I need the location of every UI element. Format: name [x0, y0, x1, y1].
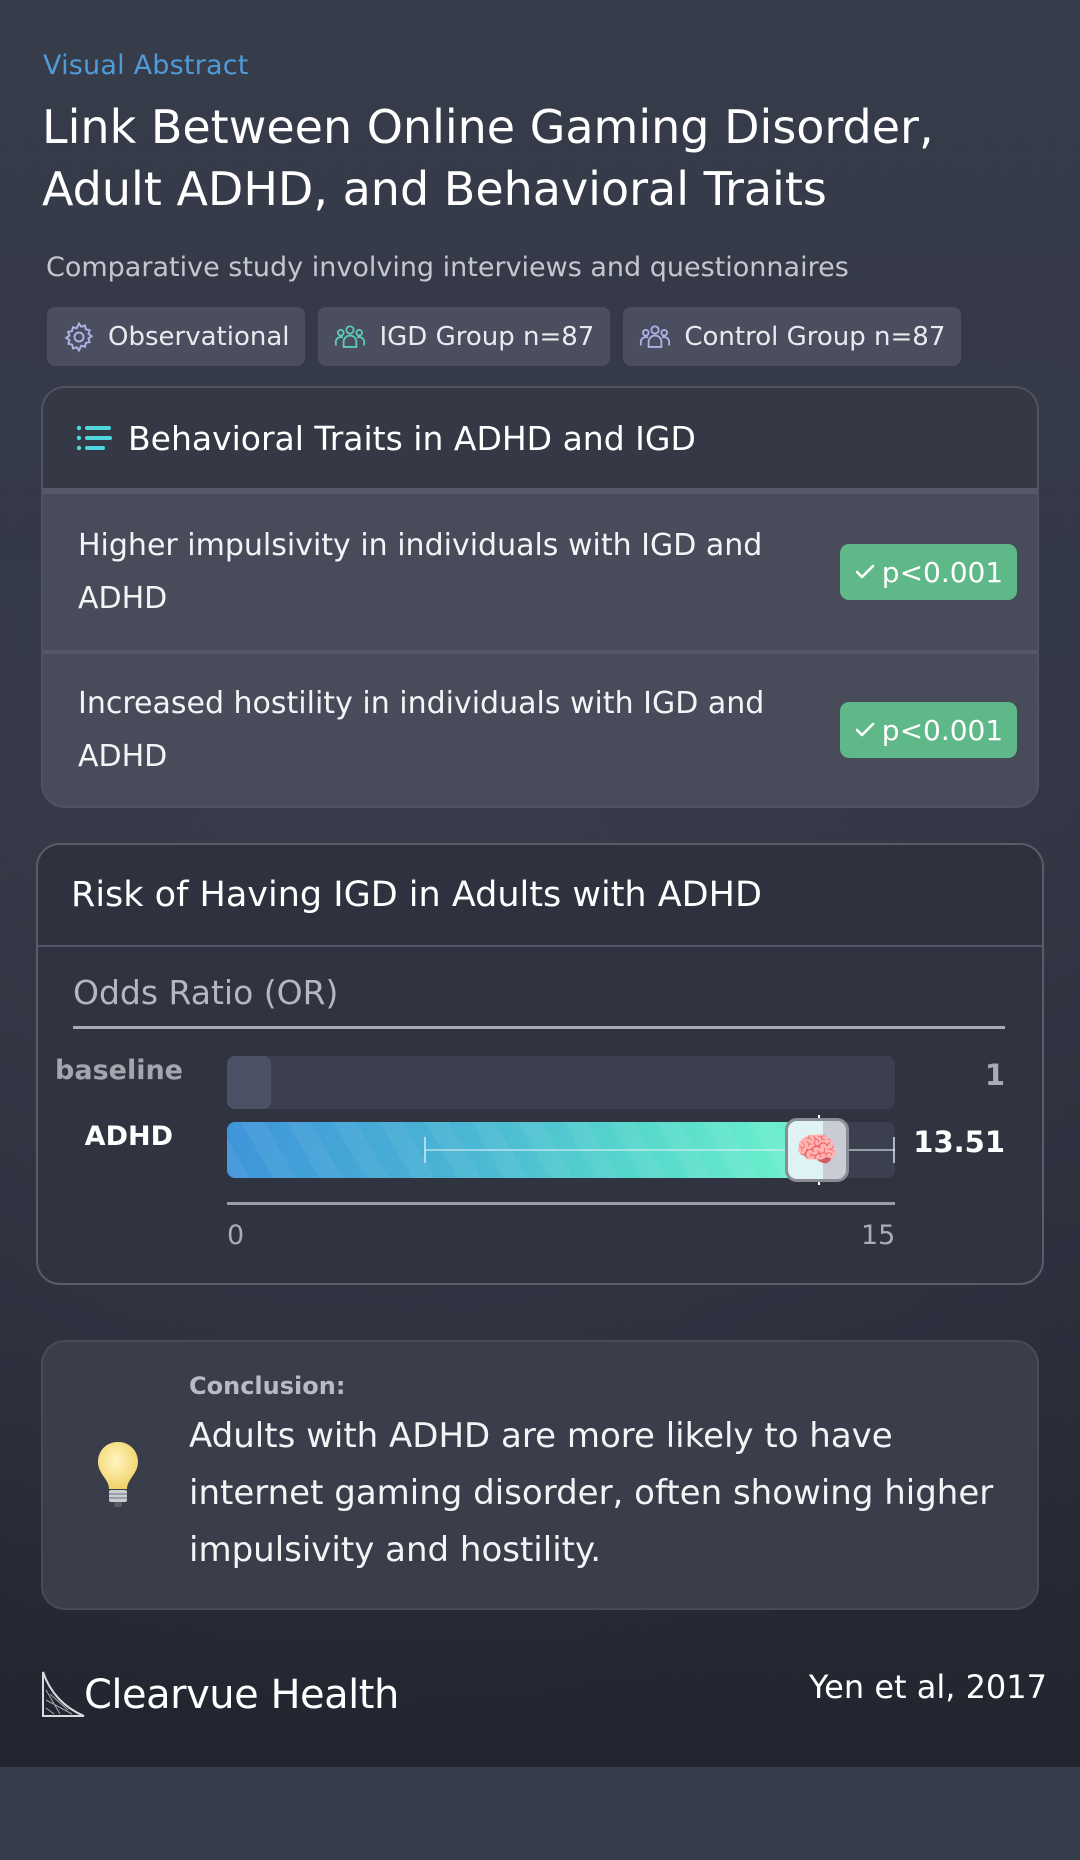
card-title: Behavioral Traits in ADHD and IGD [128, 418, 696, 458]
chip-label: IGD Group n=87 [379, 321, 595, 352]
citation: Yen et al, 2017 [808, 1668, 1047, 1706]
badge-label: p<0.001 [881, 713, 1004, 747]
brand-name: Clearvue Health [84, 1672, 399, 1718]
eyebrow-label: Visual Abstract [43, 50, 249, 81]
axis-tick-max: 15 [861, 1220, 896, 1251]
bar-fill-baseline [227, 1056, 271, 1109]
bar-label-baseline: baseline [55, 1055, 183, 1086]
bar-value-adhd: 13.51 [913, 1125, 1005, 1159]
chip-label: Control Group n=87 [684, 321, 946, 352]
conclusion-card: Conclusion: Adults with ADHD are more li… [41, 1340, 1039, 1610]
page-title: Link Between Online Gaming Disorder, Adu… [42, 100, 934, 216]
trait-row: Increased hostility in individuals with … [43, 650, 1037, 806]
risk-card: Risk of Having IGD in Adults with ADHD O… [36, 843, 1044, 1285]
users-icon [640, 324, 671, 348]
axis-tick-min: 0 [227, 1220, 245, 1251]
study-info-chips: Observational IGD Group n=87 Control Gro… [47, 307, 962, 366]
page-subtitle: Comparative study involving interviews a… [46, 252, 849, 283]
chip-control-group: Control Group n=87 [623, 307, 962, 366]
logo-mark-icon [42, 1671, 85, 1717]
ci-upper-cap [893, 1137, 895, 1163]
metric-underline [73, 1026, 1005, 1029]
brand-logo: Clearvue Health [40, 1670, 399, 1718]
trait-text: Higher impulsivity in individuals with I… [78, 528, 763, 616]
check-icon [855, 564, 875, 579]
bar-track-baseline [227, 1056, 895, 1109]
card-title: Risk of Having IGD in Adults with ADHD [38, 845, 1042, 947]
conclusion-label: Conclusion: [189, 1372, 346, 1400]
list-icon [76, 425, 112, 451]
confidence-interval-line [425, 1149, 895, 1151]
chip-label: Observational [108, 321, 290, 352]
trait-text: Increased hostility in individuals with … [78, 686, 765, 774]
chip-study-type: Observational [47, 307, 306, 366]
bar-value-baseline: 1 [984, 1058, 1005, 1092]
behavioral-traits-card: Behavioral Traits in ADHD and IGD Higher… [41, 386, 1039, 808]
conclusion-text: Adults with ADHD are more likely to have… [189, 1416, 994, 1570]
brain-marker-icon: 🧠 [785, 1118, 849, 1182]
bar-track-adhd [227, 1122, 895, 1178]
x-axis [227, 1202, 895, 1205]
gear-icon [64, 321, 94, 352]
lightbulb-icon [98, 1442, 138, 1507]
significance-badge: p<0.001 [840, 544, 1017, 600]
users-icon [335, 324, 366, 348]
ci-lower-cap [424, 1137, 426, 1163]
significance-badge: p<0.001 [840, 702, 1017, 758]
chip-igd-group: IGD Group n=87 [318, 307, 611, 366]
card-header: Behavioral Traits in ADHD and IGD [43, 388, 1037, 494]
check-icon [855, 722, 875, 737]
badge-label: p<0.001 [881, 555, 1004, 589]
metric-label: Odds Ratio (OR) [73, 973, 339, 1012]
trait-row: Higher impulsivity in individuals with I… [43, 494, 1037, 650]
bar-label-adhd: ADHD [84, 1121, 173, 1152]
